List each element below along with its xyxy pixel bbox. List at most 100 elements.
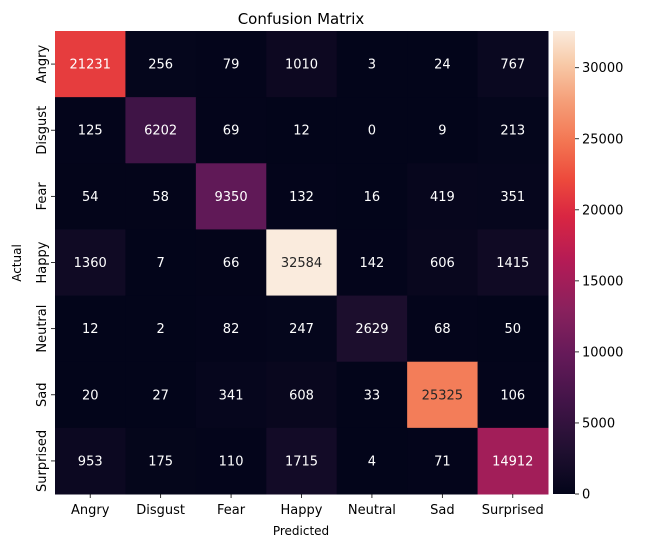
heatmap-cell bbox=[55, 361, 126, 429]
cell-value-label: 606 bbox=[430, 256, 455, 271]
cell-value-label: 125 bbox=[78, 124, 103, 139]
cell-value-label: 68 bbox=[434, 322, 451, 337]
cell-value-label: 14912 bbox=[492, 454, 533, 469]
cell-value-label: 12 bbox=[82, 322, 99, 337]
cell-value-label: 213 bbox=[500, 124, 525, 139]
heatmap-cell bbox=[125, 31, 197, 98]
heatmap-cell bbox=[336, 97, 408, 164]
heatmap-cell bbox=[266, 31, 338, 98]
heatmap-cell bbox=[195, 229, 267, 297]
cell-value-label: 4 bbox=[368, 454, 376, 469]
cell-value-label: 79 bbox=[223, 58, 240, 73]
cell-value-label: 1415 bbox=[496, 256, 529, 271]
x-axis: Angry Disgust Fear Happy Neutral Sad Surprised bbox=[71, 494, 544, 518]
heatmap-cell bbox=[477, 229, 549, 297]
heatmap-cell bbox=[336, 229, 408, 297]
y-tick-label: Sad bbox=[35, 383, 50, 407]
cell-value-label: 71 bbox=[434, 454, 451, 469]
heatmap-cell bbox=[407, 229, 479, 297]
cell-value-label: 2629 bbox=[355, 322, 388, 337]
heatmap-cell bbox=[55, 427, 126, 495]
cell-value-label: 132 bbox=[289, 190, 314, 205]
chart-title: Confusion Matrix bbox=[238, 10, 365, 28]
heatmap-cell bbox=[125, 427, 197, 495]
heatmap-cell bbox=[195, 361, 267, 429]
cell-value-label: 341 bbox=[219, 388, 244, 403]
x-tick-label: Disgust bbox=[136, 503, 185, 518]
colorbar-tick-label: 0 bbox=[582, 488, 590, 503]
cell-value-label: 3 bbox=[368, 58, 376, 73]
x-tick-label: Sad bbox=[430, 503, 454, 518]
cell-value-label: 6202 bbox=[144, 124, 177, 139]
cell-value-label: 54 bbox=[82, 190, 99, 205]
y-tick-label: Surprised bbox=[35, 430, 50, 492]
heatmap-cell bbox=[477, 163, 549, 230]
cell-value-label: 175 bbox=[148, 454, 173, 469]
heatmap-cell bbox=[55, 295, 126, 363]
cell-value-label: 24 bbox=[434, 58, 451, 73]
heatmap-cell bbox=[407, 361, 479, 429]
heatmap-cell bbox=[477, 427, 549, 495]
cell-value-label: 142 bbox=[360, 256, 385, 271]
cell-value-label: 69 bbox=[223, 124, 240, 139]
y-tick-label: Fear bbox=[35, 182, 50, 211]
heatmap-cell bbox=[336, 361, 408, 429]
heatmap-cell bbox=[195, 97, 267, 164]
heatmap-cell bbox=[195, 31, 267, 98]
cell-value-label: 21231 bbox=[70, 58, 111, 73]
cell-value-label: 20 bbox=[82, 388, 99, 403]
heatmap-cell bbox=[195, 427, 267, 495]
heatmap-cell bbox=[266, 163, 338, 230]
cell-value-label: 351 bbox=[500, 190, 525, 205]
heatmap-cell bbox=[477, 295, 549, 363]
heatmap-cell bbox=[407, 97, 479, 164]
heatmap-cell bbox=[336, 163, 408, 230]
x-axis-label: Predicted bbox=[273, 524, 329, 538]
heatmap-cell bbox=[407, 31, 479, 98]
heatmap-cell bbox=[125, 97, 197, 164]
y-tick-label: Neutral bbox=[35, 305, 50, 353]
cell-value-label: 82 bbox=[223, 322, 240, 337]
cell-value-label: 110 bbox=[219, 454, 244, 469]
heatmap-cell bbox=[266, 295, 338, 363]
heatmap-cell bbox=[55, 31, 126, 98]
cell-value-label: 1010 bbox=[285, 58, 318, 73]
heatmap-cell bbox=[195, 295, 267, 363]
y-tick-label: Angry bbox=[35, 45, 50, 84]
cell-value-label: 106 bbox=[500, 388, 525, 403]
x-tick-label: Happy bbox=[281, 503, 323, 518]
cell-value-label: 256 bbox=[148, 58, 173, 73]
cell-value-label: 9 bbox=[438, 124, 446, 139]
colorbar-ticks: 0 5000 10000 15000 20000 25000 30000 bbox=[575, 61, 623, 503]
x-tick-label: Angry bbox=[71, 503, 110, 518]
cell-value-label: 12 bbox=[293, 124, 310, 139]
heatmap-cells bbox=[55, 31, 549, 495]
heatmap-cell bbox=[266, 97, 338, 164]
heatmap-cell bbox=[336, 295, 408, 363]
cell-value-label: 2 bbox=[157, 322, 165, 337]
heatmap-cell bbox=[266, 229, 338, 297]
colorbar-tick-label: 25000 bbox=[582, 132, 623, 147]
cell-value-label: 247 bbox=[289, 322, 314, 337]
cell-value-label: 58 bbox=[152, 190, 169, 205]
cell-value-label: 953 bbox=[78, 454, 103, 469]
heatmap-cell bbox=[407, 295, 479, 363]
y-axis-label: Actual bbox=[10, 244, 24, 282]
heatmap-cell bbox=[125, 361, 197, 429]
cell-value-label: 1715 bbox=[285, 454, 318, 469]
y-tick-label: Happy bbox=[35, 241, 50, 283]
colorbar-tick-label: 15000 bbox=[582, 274, 623, 289]
heatmap-cell bbox=[336, 427, 408, 495]
cell-value-label: 25325 bbox=[422, 388, 463, 403]
cell-value-label: 16 bbox=[364, 190, 381, 205]
heatmap-cell bbox=[125, 295, 197, 363]
colorbar bbox=[553, 31, 575, 494]
cell-value-label: 33 bbox=[364, 388, 381, 403]
heatmap-cell bbox=[266, 361, 338, 429]
heatmap-cell bbox=[125, 229, 197, 297]
heatmap-cell bbox=[336, 31, 408, 98]
heatmap-cell bbox=[266, 427, 338, 495]
colorbar-tick-label: 5000 bbox=[582, 416, 615, 431]
